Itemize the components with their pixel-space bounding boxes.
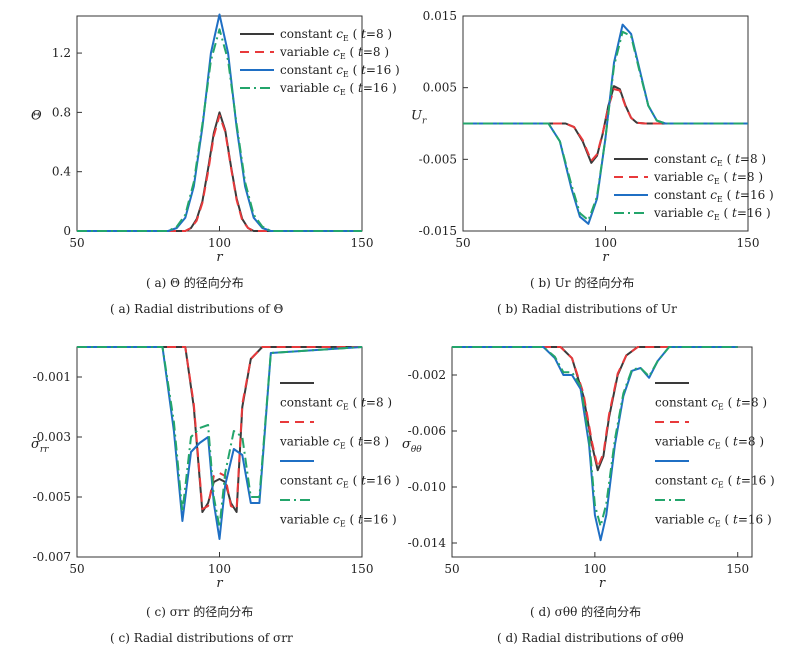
legend-label-2: variable cE ( t=8 ) — [279, 45, 389, 61]
caption-b-cn: ( b) Ur 的径向分布 — [530, 276, 635, 290]
y-axis-label: Θ — [31, 109, 42, 124]
x-tick-label: 100 — [594, 236, 617, 250]
y-axis-label: σθθ — [402, 437, 422, 455]
caption-a-en: ( a) Radial distributions of Θ — [110, 302, 284, 316]
x-axis-label: r — [602, 250, 609, 265]
y-tick-label: -0.001 — [33, 370, 71, 384]
y-tick-label: -0.007 — [33, 550, 71, 564]
series-line-1 — [77, 111, 362, 232]
caption-c-cn: ( c) σrr 的径向分布 — [146, 605, 254, 619]
legend-label-4: variable cE ( t=16 ) — [279, 513, 397, 529]
legend-label-2: variable cE ( t=8 ) — [654, 435, 764, 451]
legend: constant cE ( t=8 ) variable cE ( t=8 ) co… — [279, 382, 400, 529]
y-tick-label: -0.003 — [33, 430, 71, 444]
series-line-4 — [77, 28, 362, 232]
x-axis-label: r — [216, 250, 223, 265]
legend-label-2: variable cE ( t=8 ) — [653, 170, 763, 186]
y-tick-label: -0.005 — [33, 490, 71, 504]
legend-label-4: variable cE ( t=16 ) — [654, 513, 772, 529]
y-tick-label: -0.002 — [408, 368, 446, 382]
legend: constant cE ( t=8 ) variable cE ( t=8 ) co… — [614, 152, 774, 222]
chart-panel-b: 50 100 150 -0.015 -0.005 0.005 0.015 r Ur constan… — [411, 9, 774, 265]
series-line-2 — [452, 346, 738, 469]
x-tick-label: 150 — [726, 562, 749, 576]
caption-d-en: ( d) Radial distributions of σθθ — [497, 631, 684, 645]
caption-b-en: ( b) Radial distributions of Ur — [497, 302, 677, 316]
series-line-4 — [452, 346, 738, 528]
legend-label-1: constant cE ( t=8 ) — [654, 152, 766, 168]
legend-label-3: constant cE ( t=16 ) — [280, 474, 400, 490]
y-tick-label: -0.010 — [408, 480, 446, 494]
series-line-3 — [77, 13, 362, 232]
chart-panel-d: 50 100 150 -0.014 -0.010 -0.006 -0.002 r σθθ cons… — [402, 346, 775, 591]
legend-label-1: constant cE ( t=8 ) — [280, 396, 392, 412]
y-tick-label: 0.005 — [423, 81, 457, 95]
y-tick-label: -0.006 — [408, 424, 446, 438]
caption-c-en: ( c) Radial distributions of σrr — [110, 631, 293, 645]
legend-label-1: constant cE ( t=8 ) — [655, 396, 767, 412]
legend-label-4: variable cE ( t=16 ) — [279, 81, 397, 97]
plot-frame — [451, 346, 753, 558]
y-axis-label: Ur — [411, 109, 427, 127]
y-tick-label: 1.2 — [52, 46, 71, 60]
x-axis-label: r — [599, 576, 606, 591]
y-tick-label: -0.015 — [419, 224, 457, 238]
legend: constant cE ( t=8 ) variable cE ( t=8 ) co… — [240, 27, 400, 97]
caption-a-cn: ( a) Θ 的径向分布 — [146, 276, 244, 290]
x-tick-label: 50 — [69, 562, 84, 576]
x-tick-label: 100 — [208, 236, 231, 250]
legend-label-4: variable cE ( t=16 ) — [653, 206, 771, 222]
x-tick-label: 150 — [737, 236, 760, 250]
x-tick-label: 50 — [455, 236, 470, 250]
y-tick-label: 0.8 — [52, 105, 71, 119]
legend-label-3: constant cE ( t=16 ) — [654, 188, 774, 204]
x-tick-label: 150 — [351, 236, 374, 250]
series-line-2 — [77, 114, 362, 232]
legend-label-1: constant cE ( t=8 ) — [280, 27, 392, 43]
x-tick-label: 100 — [583, 562, 606, 576]
legend-label-3: constant cE ( t=16 ) — [655, 474, 775, 490]
x-tick-label: 100 — [208, 562, 231, 576]
legend-label-3: constant cE ( t=16 ) — [280, 63, 400, 79]
series-line-4 — [77, 346, 363, 528]
caption-d-cn: ( d) σθθ 的径向分布 — [530, 605, 642, 619]
x-tick-label: 150 — [351, 562, 374, 576]
series-line-2 — [77, 346, 362, 510]
x-tick-label: 50 — [444, 562, 459, 576]
chart-panel-c: 50 100 150 -0.007 -0.005 -0.003 -0.001 r σrr cons… — [31, 346, 400, 591]
legend-label-2: variable cE ( t=8 ) — [279, 435, 389, 451]
series-line-3 — [452, 346, 738, 542]
x-tick-label: 50 — [69, 236, 84, 250]
y-tick-label: -0.014 — [408, 536, 447, 550]
series-line-4 — [463, 30, 748, 222]
legend: constant cE ( t=8 ) variable cE ( t=8 ) co… — [654, 382, 775, 529]
y-tick-label: 0.015 — [423, 9, 457, 23]
y-tick-label: -0.005 — [419, 152, 457, 166]
y-tick-label: 0 — [63, 224, 71, 238]
y-axis-label: σrr — [31, 437, 49, 455]
x-axis-label: r — [216, 576, 223, 591]
y-tick-label: 0.4 — [52, 165, 71, 179]
